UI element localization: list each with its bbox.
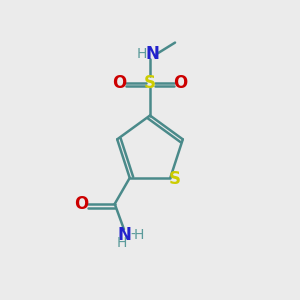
Text: O: O: [74, 195, 88, 213]
Text: H: H: [136, 47, 147, 61]
Text: S: S: [144, 74, 156, 92]
Text: H: H: [116, 236, 127, 250]
Text: N: N: [117, 226, 131, 244]
Text: N: N: [146, 45, 159, 63]
Text: H: H: [134, 228, 144, 242]
Text: S: S: [169, 170, 181, 188]
Text: -: -: [130, 228, 135, 242]
Text: O: O: [112, 74, 127, 92]
Text: O: O: [173, 74, 188, 92]
